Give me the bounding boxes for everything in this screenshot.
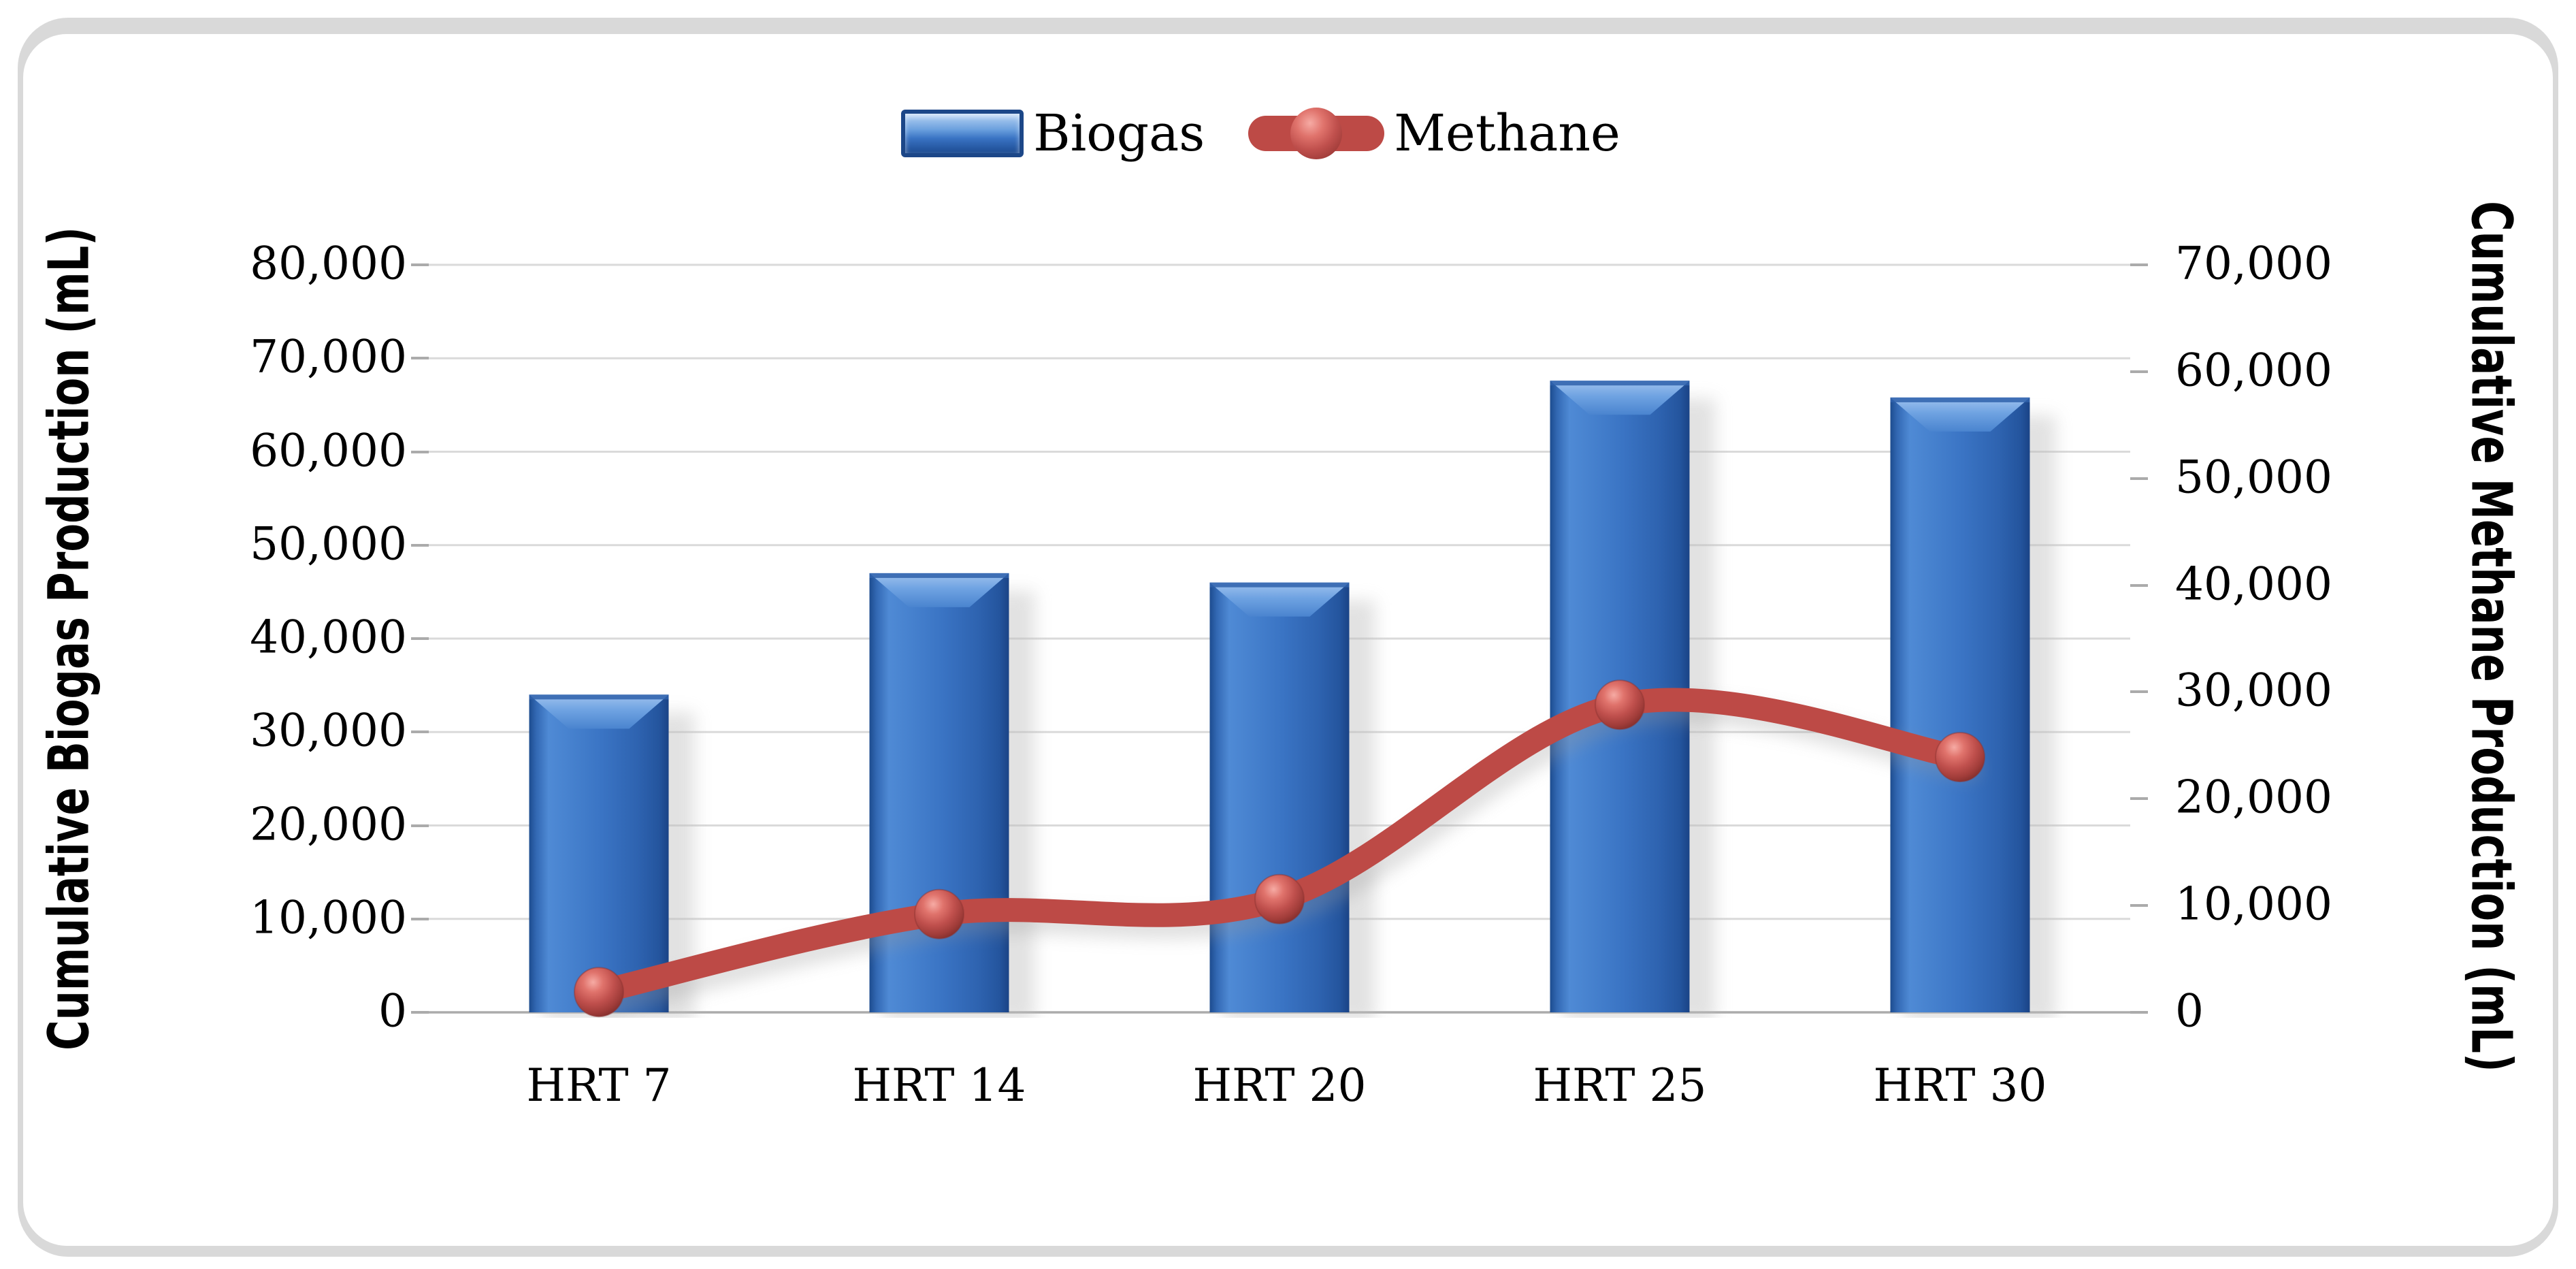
right-axis-tick-label: 30,000 xyxy=(2175,664,2332,718)
axis-tickmark xyxy=(411,263,429,266)
left-axis-tick-label: 0 xyxy=(378,984,407,1038)
axis-tickmark xyxy=(2130,263,2148,266)
bar-bevel xyxy=(529,694,669,729)
bar-top-edge xyxy=(1890,397,2030,402)
x-axis-label-hrt-20: HRT 20 xyxy=(1192,1059,1367,1112)
bar-top-edge xyxy=(1550,381,1690,386)
axis-tickmark xyxy=(2130,797,2148,801)
legend-item-methane[interactable]: Methane xyxy=(1248,108,1620,159)
methane-marker-hrt-7[interactable] xyxy=(574,967,624,1018)
left-axis-tick-label: 20,000 xyxy=(250,798,407,851)
axis-tickmark xyxy=(411,917,429,920)
axis-tickmark xyxy=(2130,477,2148,480)
left-axis-tick-label: 70,000 xyxy=(250,330,407,383)
legend-label-methane: Methane xyxy=(1394,104,1620,163)
axis-tickmark xyxy=(2130,583,2148,587)
right-axis-tick-label: 50,000 xyxy=(2175,451,2332,504)
x-axis-label-hrt-7: HRT 7 xyxy=(526,1059,672,1112)
methane-line-swatch-icon xyxy=(1248,108,1385,159)
biogas-bar-swatch-icon xyxy=(901,110,1024,157)
right-axis-tick-label: 0 xyxy=(2175,984,2204,1038)
methane-marker-hrt-30[interactable] xyxy=(1935,732,1985,783)
right-axis-tick-label: 60,000 xyxy=(2175,344,2332,397)
bar-bevel xyxy=(869,573,1009,607)
bar-bevel xyxy=(1209,582,1350,617)
left-axis-tick-label: 60,000 xyxy=(250,424,407,477)
axis-tickmark xyxy=(411,450,429,453)
right-axis-tick-label: 20,000 xyxy=(2175,771,2332,824)
axis-tickmark xyxy=(411,637,429,640)
methane-marker-icon xyxy=(1290,108,1343,159)
plot-area xyxy=(429,263,2130,1018)
legend-item-biogas[interactable]: Biogas xyxy=(901,108,1205,159)
right-axis-tick-label: 10,000 xyxy=(2175,878,2332,931)
methane-marker-hrt-20[interactable] xyxy=(1254,873,1305,925)
axis-tickmark xyxy=(2130,1011,2148,1014)
x-axis-label-hrt-25: HRT 25 xyxy=(1533,1059,1707,1112)
bar-hrt-30[interactable] xyxy=(1890,397,2030,1012)
methane-marker-hrt-25[interactable] xyxy=(1595,679,1645,730)
methane-marker-hrt-14[interactable] xyxy=(914,888,964,939)
axis-tickmark xyxy=(2130,690,2148,694)
right-axis-title: Cumulative Methane Production (mL) xyxy=(2458,201,2524,1072)
left-axis-tick-label: 10,000 xyxy=(250,891,407,944)
axis-tickmark xyxy=(411,357,429,360)
bar-bevel xyxy=(1890,397,2030,432)
left-axis-tick-label: 80,000 xyxy=(250,237,407,290)
x-axis-label-hrt-14: HRT 14 xyxy=(852,1059,1026,1112)
legend-label-biogas: Biogas xyxy=(1033,104,1205,163)
axis-tickmark xyxy=(411,824,429,827)
bar-hrt-20[interactable] xyxy=(1209,582,1350,1012)
left-axis-tick-label: 40,000 xyxy=(250,611,407,664)
bar-bevel xyxy=(1550,381,1690,415)
x-axis-label-hrt-30: HRT 30 xyxy=(1873,1059,2047,1112)
bar-hrt-7[interactable] xyxy=(529,694,669,1012)
bar-top-edge xyxy=(1209,582,1350,588)
bar-top-edge xyxy=(529,694,669,700)
axis-tickmark xyxy=(2130,370,2148,373)
bar-top-edge xyxy=(869,573,1009,578)
left-axis-title: Cumulative Biogas Production (mL) xyxy=(37,227,102,1050)
left-axis-tick-label: 30,000 xyxy=(250,704,407,757)
axis-tickmark xyxy=(411,1011,429,1014)
axis-tickmark xyxy=(411,730,429,734)
right-axis-tick-label: 70,000 xyxy=(2175,237,2332,290)
left-axis-tick-label: 50,000 xyxy=(250,517,407,571)
axis-tickmark xyxy=(411,543,429,547)
axis-tickmark xyxy=(2130,904,2148,907)
legend: Biogas Methane xyxy=(0,101,2549,166)
right-axis-tick-label: 40,000 xyxy=(2175,558,2332,611)
